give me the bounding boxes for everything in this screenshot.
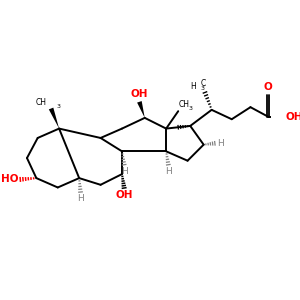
Text: CH: CH: [36, 98, 47, 107]
Text: H: H: [190, 82, 196, 91]
Polygon shape: [49, 108, 59, 129]
Text: CH: CH: [179, 100, 190, 109]
Text: C: C: [200, 79, 206, 88]
Text: H: H: [165, 167, 172, 176]
Text: H: H: [77, 194, 84, 203]
Text: 3: 3: [200, 86, 204, 91]
Text: OH: OH: [130, 88, 148, 99]
Text: HO: HO: [2, 174, 19, 184]
Polygon shape: [137, 101, 145, 118]
Text: OH: OH: [116, 190, 133, 200]
Text: H: H: [217, 139, 224, 148]
Text: 3: 3: [56, 104, 60, 109]
Text: H: H: [121, 167, 128, 176]
Text: 3: 3: [188, 106, 192, 111]
Text: O: O: [263, 82, 272, 92]
Text: OH: OH: [285, 112, 300, 122]
